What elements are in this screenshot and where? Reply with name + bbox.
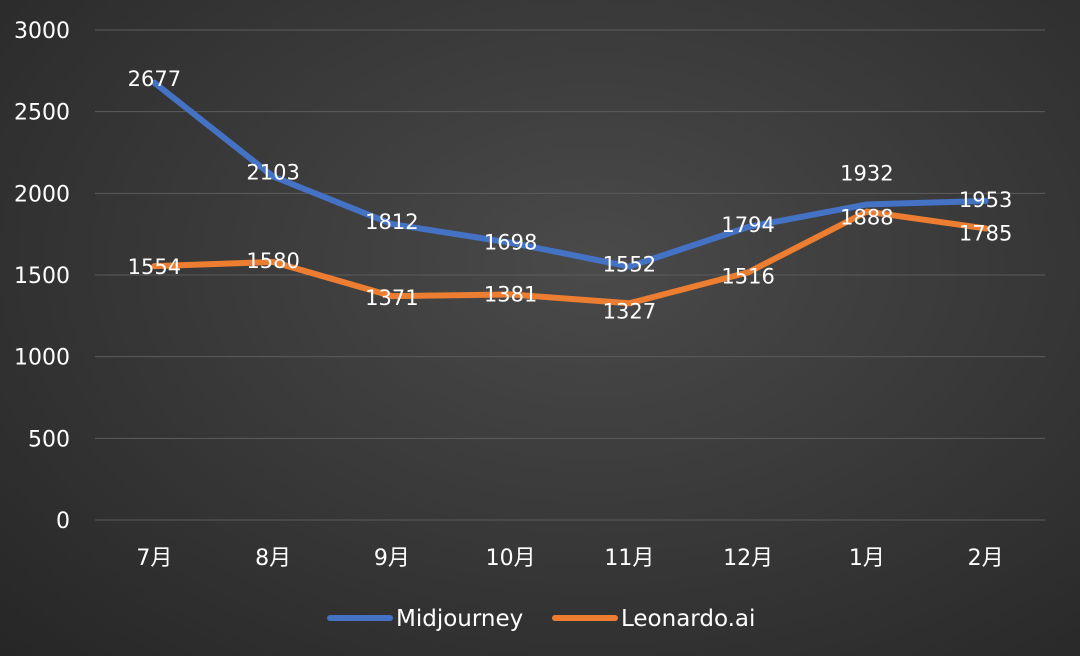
x-tick-label: 12月: [723, 546, 773, 571]
data-label: 1327: [603, 299, 656, 323]
x-tick-label: 11月: [604, 546, 654, 571]
y-tick-label: 3000: [14, 19, 70, 44]
data-label: 1516: [721, 264, 774, 288]
y-tick-label: 1500: [14, 264, 70, 289]
data-point: [745, 223, 752, 230]
data-point: [863, 201, 870, 208]
data-point: [507, 239, 514, 246]
data-point: [388, 293, 395, 300]
data-label: 2103: [246, 161, 299, 185]
data-label: 1381: [484, 282, 537, 306]
legend-label: Midjourney: [396, 606, 523, 632]
data-point: [982, 198, 989, 205]
data-point: [982, 225, 989, 232]
data-label: 1785: [959, 221, 1012, 245]
data-label: 1888: [840, 206, 893, 230]
data-point: [151, 263, 158, 270]
data-point: [507, 291, 514, 298]
x-tick-label: 8月: [255, 546, 291, 571]
data-point: [388, 221, 395, 228]
y-tick-label: 2500: [14, 101, 70, 126]
y-tick-label: 0: [56, 509, 70, 534]
x-tick-label: 2月: [968, 546, 1004, 571]
legend-label: Leonardo.ai: [621, 606, 755, 632]
series-line-leonardo-ai: [151, 208, 989, 307]
data-point: [270, 258, 277, 265]
data-label: 1371: [365, 286, 418, 310]
data-label: 2677: [128, 67, 181, 91]
x-tick-label: 1月: [849, 546, 885, 571]
data-label: 1580: [246, 249, 299, 273]
data-point: [745, 269, 752, 276]
data-point: [151, 79, 158, 86]
data-point: [626, 263, 633, 270]
data-label: 1794: [721, 213, 774, 237]
x-tick-label: 7月: [136, 546, 172, 571]
y-tick-label: 2000: [14, 182, 70, 207]
data-label: 1698: [484, 231, 537, 255]
data-point: [863, 208, 870, 215]
data-label: 1812: [365, 210, 418, 234]
data-point: [626, 300, 633, 307]
data-label: 1953: [959, 188, 1012, 212]
y-tick-label: 500: [28, 427, 70, 452]
data-label: 1552: [603, 253, 656, 277]
x-tick-label: 9月: [374, 546, 410, 571]
data-point: [270, 173, 277, 180]
y-tick-label: 1000: [14, 346, 70, 371]
x-tick-label: 10月: [486, 546, 536, 571]
data-label: 1932: [840, 161, 893, 185]
series-line-midjourney: [151, 79, 989, 270]
data-label: 1554: [128, 255, 181, 279]
